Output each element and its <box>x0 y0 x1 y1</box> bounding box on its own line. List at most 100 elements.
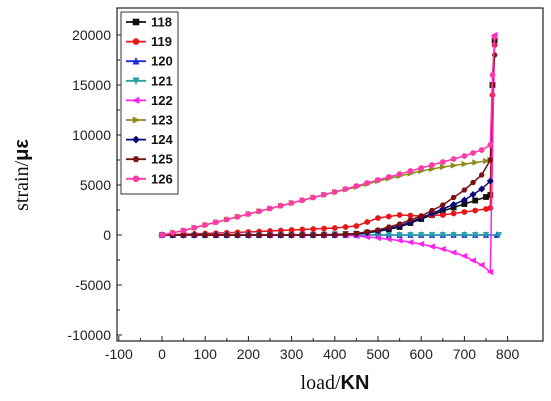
series-point-125 <box>331 232 338 238</box>
y-tick-label: 20000 <box>72 27 111 43</box>
series-point-125 <box>396 221 403 227</box>
y-tick-label: 0 <box>103 227 111 243</box>
series-point-126 <box>331 189 338 195</box>
legend-swatch-marker <box>132 175 140 183</box>
series-point-122 <box>486 268 494 276</box>
series-point-125 <box>487 157 494 163</box>
series-point-125 <box>267 232 273 238</box>
series-point-125 <box>429 207 435 214</box>
series-point-122 <box>438 245 446 253</box>
legend-swatch-marker <box>132 38 140 45</box>
series-point-125 <box>418 213 425 219</box>
axis-ticks: -100 0 100 200 300 400 500 600 700 800 -10000 -5000… <box>67 27 519 362</box>
series-point-122 <box>417 240 425 248</box>
series-point-121 <box>418 232 425 239</box>
series-point-126 <box>439 159 446 165</box>
series-122 <box>158 31 498 276</box>
series-119 <box>159 42 498 238</box>
series-126 <box>159 34 498 238</box>
series-123 <box>159 156 495 239</box>
series-point-126 <box>223 216 230 223</box>
series-point-125 <box>310 232 317 238</box>
legend-swatch-marker <box>132 56 140 65</box>
series-point-123 <box>439 163 447 171</box>
legend-swatch-marker <box>132 116 141 124</box>
series-point-119 <box>396 212 403 218</box>
series-point-119 <box>385 213 392 220</box>
x-tick-label: 800 <box>496 346 520 362</box>
series-point-121 <box>450 232 457 239</box>
legend-entry-124: 124 <box>126 132 173 147</box>
series-point-125 <box>470 179 476 186</box>
series-point-122 <box>469 257 476 264</box>
series-point-121 <box>472 232 479 239</box>
series-point-121 <box>495 232 503 239</box>
series-point-124 <box>486 177 494 185</box>
series-point-125 <box>450 194 457 201</box>
series-point-124 <box>460 196 468 204</box>
x-tick-label: 400 <box>323 346 347 362</box>
series-point-126 <box>321 191 327 198</box>
series-point-125 <box>213 232 219 238</box>
series-point-119 <box>353 223 360 229</box>
series-point-126 <box>396 171 403 177</box>
series-point-126 <box>234 213 241 220</box>
series-point-118 <box>472 197 479 204</box>
series-point-126 <box>418 165 425 171</box>
series-point-126 <box>288 200 295 206</box>
series-point-126 <box>180 227 187 234</box>
legend-entry-121: 121 <box>126 73 173 88</box>
plot-frame <box>116 7 544 342</box>
series-point-123 <box>483 157 490 165</box>
y-axis-title-main: strain/ <box>11 160 33 210</box>
series-point-121 <box>428 232 436 239</box>
series-point-126 <box>299 197 306 204</box>
series-point-126 <box>487 142 494 148</box>
series-point-123 <box>461 160 469 168</box>
series-point-126 <box>470 150 476 156</box>
series-point-126 <box>310 194 317 201</box>
series-point-125 <box>191 232 198 238</box>
series-point-124 <box>439 205 447 213</box>
y-tick-label: 10000 <box>72 127 111 143</box>
y-tick-label: -10000 <box>67 327 111 343</box>
legend-label: 123 <box>151 113 173 128</box>
series-point-125 <box>407 217 414 223</box>
legend-entry-119: 119 <box>126 34 172 49</box>
series-point-126 <box>159 232 165 238</box>
x-tick-label: -100 <box>105 346 133 362</box>
legend-entry-126: 126 <box>126 171 173 186</box>
series-point-126 <box>202 222 209 228</box>
legend-entry-125: 125 <box>126 152 173 167</box>
legend-label: 121 <box>151 73 173 88</box>
legend-label: 122 <box>151 93 173 108</box>
series-point-119 <box>461 209 468 215</box>
series-point-126 <box>267 205 273 212</box>
series-point-119 <box>321 225 327 232</box>
series-point-126 <box>245 211 252 217</box>
series-point-126 <box>191 224 198 231</box>
series-point-125 <box>180 232 187 238</box>
series-point-126 <box>277 202 284 209</box>
series-point-126 <box>169 229 176 236</box>
legend-label: 119 <box>151 34 172 49</box>
legend-label: 124 <box>151 132 173 147</box>
legend-label: 126 <box>151 171 173 186</box>
legend-swatch-marker <box>131 96 140 104</box>
legend-entry-120: 120 <box>126 54 173 69</box>
series-point-126 <box>353 183 360 189</box>
series-point-119 <box>331 225 338 231</box>
legend-label: 118 <box>151 15 172 30</box>
series-point-125 <box>202 232 209 238</box>
series-point-119 <box>310 226 317 232</box>
series-point-122 <box>477 261 485 269</box>
series-point-121 <box>396 232 403 239</box>
legend-swatch-marker <box>132 18 140 26</box>
x-axis-title: load/KN <box>301 372 370 394</box>
legend-swatch-marker <box>132 156 140 163</box>
series-layer <box>158 31 503 276</box>
series-125 <box>159 52 498 238</box>
series-point-121 <box>482 232 490 239</box>
x-tick-label: 300 <box>280 346 304 362</box>
